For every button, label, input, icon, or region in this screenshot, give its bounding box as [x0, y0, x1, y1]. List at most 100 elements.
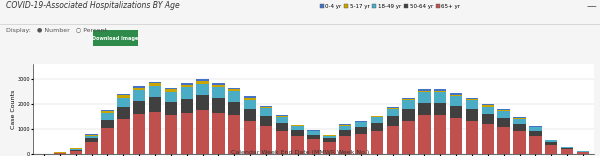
Bar	[228, 88, 241, 89]
Bar	[418, 103, 431, 115]
Bar	[434, 91, 446, 92]
Bar	[434, 92, 446, 103]
Bar	[149, 83, 161, 86]
Bar	[260, 116, 272, 126]
Bar	[450, 95, 463, 96]
Bar	[355, 122, 367, 127]
Bar	[292, 125, 304, 126]
Bar	[497, 111, 510, 118]
Bar	[371, 116, 383, 117]
Bar	[101, 113, 113, 120]
Bar	[307, 131, 320, 135]
Bar	[181, 99, 193, 113]
Legend: 0-4 yr, 5-17 yr, 18-49 yr, 50-64 yr, 65+ yr: 0-4 yr, 5-17 yr, 18-49 yr, 50-64 yr, 65+…	[320, 4, 460, 9]
Bar	[514, 119, 526, 124]
Bar	[355, 121, 367, 122]
Bar	[529, 126, 542, 127]
Bar	[403, 121, 415, 154]
Bar	[466, 109, 478, 121]
Bar	[260, 107, 272, 108]
Bar	[371, 131, 383, 154]
Bar	[450, 93, 463, 95]
Bar	[450, 106, 463, 118]
Bar	[164, 89, 177, 92]
Bar	[386, 126, 399, 154]
Bar	[529, 127, 542, 131]
Bar	[371, 123, 383, 131]
Bar	[85, 136, 98, 138]
Bar	[434, 103, 446, 115]
Bar	[244, 121, 256, 154]
Bar	[355, 127, 367, 134]
Bar	[418, 91, 431, 92]
Bar	[70, 151, 82, 154]
Bar	[70, 149, 82, 150]
Bar	[545, 140, 557, 142]
Bar	[228, 115, 241, 154]
Bar	[339, 126, 352, 130]
Bar	[561, 149, 573, 154]
Bar	[260, 126, 272, 154]
Bar	[339, 136, 352, 154]
Bar	[339, 125, 352, 126]
Bar	[85, 138, 98, 142]
Bar	[514, 131, 526, 154]
Bar	[529, 136, 542, 154]
Bar	[85, 142, 98, 154]
Bar	[561, 147, 573, 148]
Bar	[133, 90, 145, 101]
Bar	[307, 139, 320, 154]
Bar	[196, 79, 209, 81]
Bar	[260, 108, 272, 116]
Bar	[117, 94, 130, 95]
Bar	[497, 118, 510, 127]
Bar	[133, 88, 145, 90]
Bar	[244, 100, 256, 109]
Bar	[275, 131, 288, 154]
Bar	[323, 136, 335, 139]
Text: Calendar Week End Date (MMWR Week No.): Calendar Week End Date (MMWR Week No.)	[231, 150, 369, 155]
Bar	[514, 124, 526, 131]
Bar	[228, 102, 241, 115]
Bar	[292, 136, 304, 154]
Bar	[339, 124, 352, 125]
Bar	[275, 116, 288, 117]
Bar	[514, 117, 526, 118]
Bar	[244, 109, 256, 121]
Bar	[514, 118, 526, 119]
Bar	[482, 107, 494, 114]
Bar	[418, 115, 431, 154]
Bar	[196, 95, 209, 110]
Bar	[466, 99, 478, 100]
Bar	[403, 100, 415, 109]
Bar	[323, 135, 335, 136]
Bar	[181, 83, 193, 85]
Bar	[101, 128, 113, 154]
Bar	[450, 118, 463, 154]
Y-axis label: Case Counts: Case Counts	[11, 90, 16, 129]
Bar	[466, 100, 478, 109]
Bar	[133, 114, 145, 154]
Bar	[117, 107, 130, 119]
Bar	[307, 130, 320, 131]
Text: Display:   ● Number   ○ Percent: Display: ● Number ○ Percent	[6, 28, 107, 33]
Bar	[577, 152, 589, 154]
Bar	[212, 83, 224, 85]
Bar	[307, 135, 320, 139]
Bar	[212, 113, 224, 154]
Text: —: —	[586, 1, 596, 11]
Bar	[164, 102, 177, 115]
Bar	[275, 123, 288, 131]
Bar	[149, 97, 161, 112]
Bar	[228, 89, 241, 91]
Bar	[181, 85, 193, 87]
Bar	[292, 130, 304, 136]
Bar	[545, 145, 557, 154]
Bar	[403, 109, 415, 121]
Bar	[497, 110, 510, 111]
Bar	[133, 101, 145, 114]
Bar	[466, 121, 478, 154]
Bar	[196, 110, 209, 154]
Bar	[323, 139, 335, 142]
Bar	[386, 116, 399, 126]
